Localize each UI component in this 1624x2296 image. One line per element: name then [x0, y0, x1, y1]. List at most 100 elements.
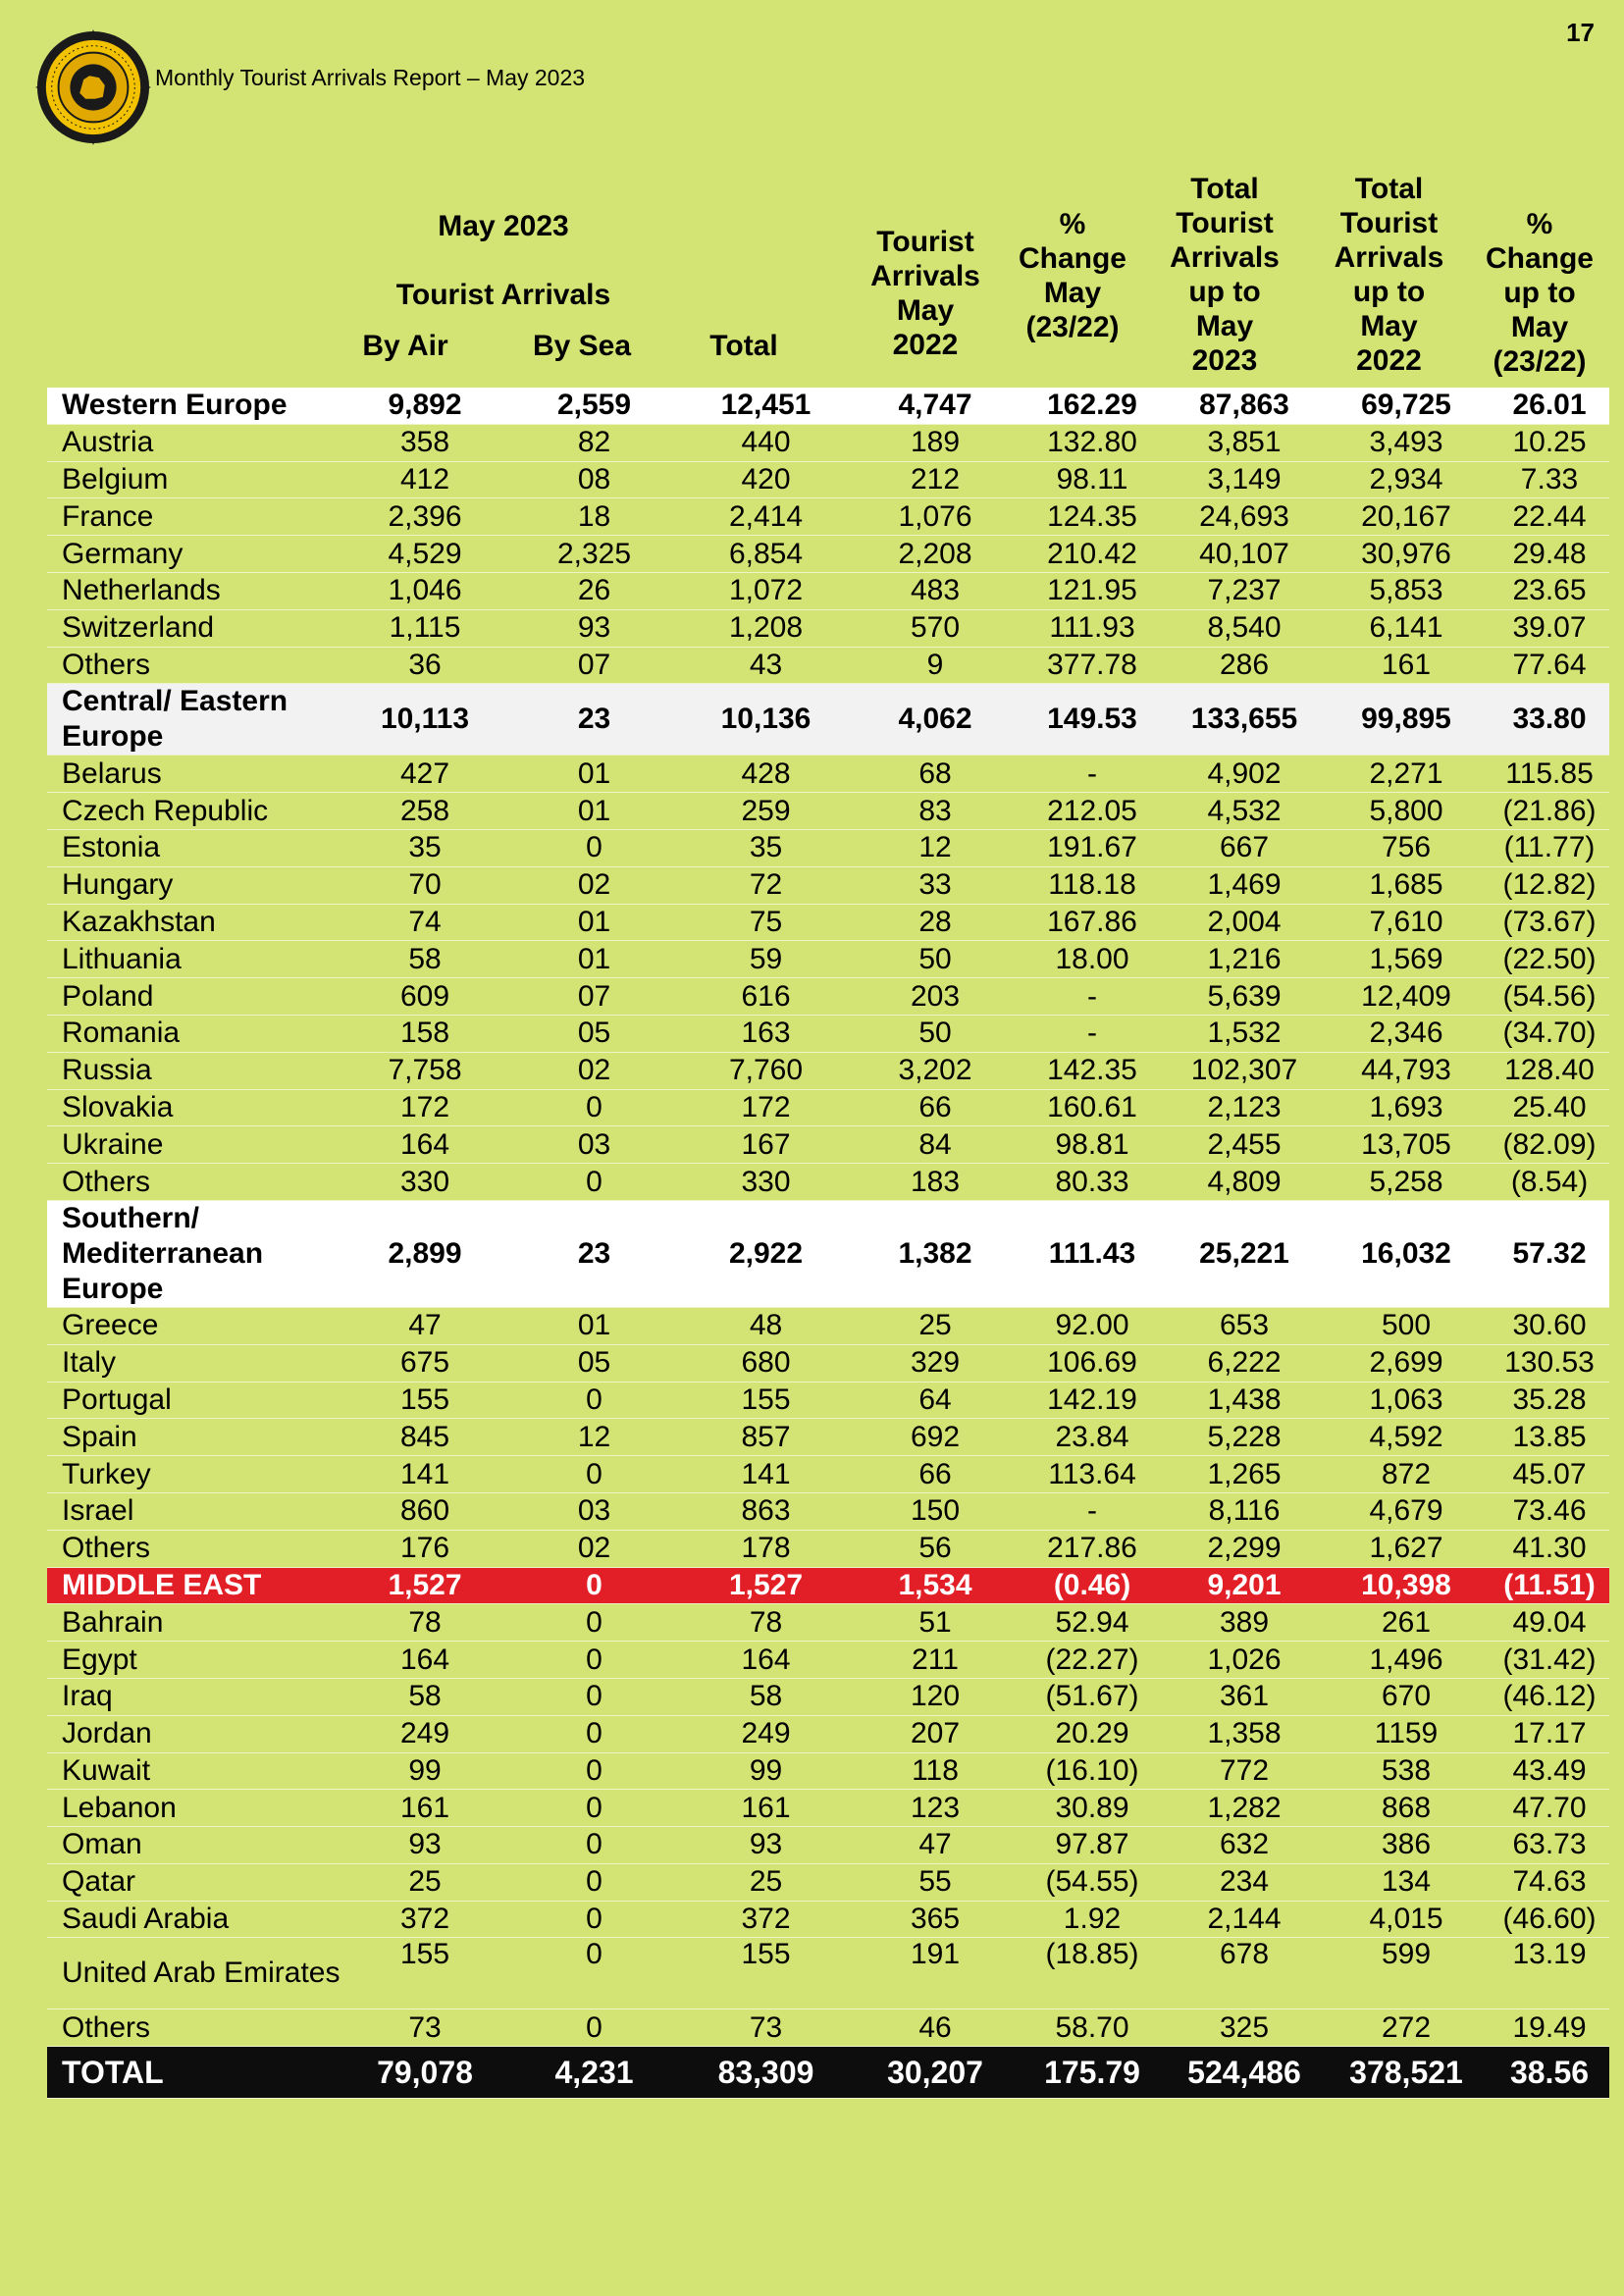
cell-pct-change-upto: 115.85 [1490, 755, 1609, 794]
cell-upto-2023: 8,116 [1166, 1492, 1323, 1531]
cell-pct-change-may: - [1019, 1015, 1166, 1053]
cell-by-sea: 01 [508, 1307, 680, 1345]
cell-total: 78 [680, 1603, 852, 1643]
table-row: Hungary 70 02 72 33 118.18 1,469 1,685 (12.82) [47, 866, 1609, 905]
cell-pct-change-may: (0.46) [1019, 1567, 1166, 1605]
cell-by-air: 2,899 [341, 1200, 508, 1308]
cell-upto-2022: 7,610 [1323, 904, 1490, 942]
cell-upto-2023: 286 [1166, 647, 1323, 685]
cell-by-air: 845 [341, 1418, 508, 1457]
row-label: Italy [47, 1344, 341, 1383]
cell-by-air: 675 [341, 1344, 508, 1383]
cell-by-air: 79,078 [341, 2046, 508, 2100]
cell-pct-change-upto: 10.25 [1490, 424, 1609, 462]
cell-total: 155 [680, 1937, 852, 2010]
cell-pct-change-may: 162.29 [1019, 388, 1166, 425]
row-label: Belgium [47, 461, 341, 499]
table-row: Austria 358 82 440 189 132.80 3,851 3,493 10.25 [47, 424, 1609, 462]
cell-pct-change-may: 217.86 [1019, 1530, 1166, 1568]
cell-pct-change-upto: 130.53 [1490, 1344, 1609, 1383]
cell-upto-2022: 4,679 [1323, 1492, 1490, 1531]
cell-upto-2022: 99,895 [1323, 683, 1490, 757]
cell-pct-change-upto: 43.49 [1490, 1752, 1609, 1791]
cell-upto-2023: 40,107 [1166, 535, 1323, 573]
cell-total: 161 [680, 1789, 852, 1828]
cell-by-sea: 07 [508, 647, 680, 685]
cell-upto-2023: 25,221 [1166, 1200, 1323, 1308]
cell-by-sea: 0 [508, 1567, 680, 1605]
cell-by-sea: 02 [508, 866, 680, 905]
cell-may-2022: 66 [852, 1455, 1019, 1493]
cell-may-2022: 1,534 [852, 1567, 1019, 1605]
cell-total: 59 [680, 940, 852, 979]
cell-by-air: 172 [341, 1089, 508, 1127]
cell-may-2022: 9 [852, 647, 1019, 685]
cell-by-air: 1,527 [341, 1567, 508, 1605]
cell-upto-2023: 1,469 [1166, 866, 1323, 905]
cell-upto-2022: 4,592 [1323, 1418, 1490, 1457]
cell-by-air: 93 [341, 1826, 508, 1864]
cell-upto-2022: 599 [1323, 1937, 1490, 2010]
page-number: 17 [1566, 18, 1595, 47]
cell-pct-change-upto: 26.01 [1490, 388, 1609, 425]
cell-pct-change-upto: (8.54) [1490, 1163, 1609, 1201]
cell-upto-2023: 1,358 [1166, 1715, 1323, 1753]
cell-may-2022: 55 [852, 1863, 1019, 1902]
total-row: TOTAL 79,078 4,231 83,309 30,207 175.79 524,48… [47, 2046, 1609, 2100]
cell-by-air: 9,892 [341, 388, 508, 425]
cell-total: 6,854 [680, 535, 852, 573]
table-row: Lebanon 161 0 161 123 30.89 1,282 868 47.70 [47, 1789, 1609, 1828]
row-label: Lebanon [47, 1789, 341, 1828]
row-label: Jordan [47, 1715, 341, 1753]
table-row: Bahrain 78 0 78 51 52.94 389 261 49.04 [47, 1603, 1609, 1643]
table-row: Ukraine 164 03 167 84 98.81 2,455 13,705 (82.09) [47, 1125, 1609, 1165]
row-label: Romania [47, 1015, 341, 1053]
cell-by-sea: 26 [508, 572, 680, 610]
cell-upto-2022: 670 [1323, 1678, 1490, 1716]
cell-upto-2022: 756 [1323, 829, 1490, 867]
row-label: Others [47, 1530, 341, 1568]
cell-may-2022: 4,747 [852, 388, 1019, 425]
row-label: Austria [47, 424, 341, 462]
cell-total: 2,922 [680, 1200, 852, 1308]
row-label: Ukraine [47, 1125, 341, 1165]
cell-pct-change-upto: 33.80 [1490, 683, 1609, 757]
cell-total: 172 [680, 1089, 852, 1127]
cell-total: 440 [680, 424, 852, 462]
cell-upto-2023: 3,851 [1166, 424, 1323, 462]
cell-may-2022: 1,076 [852, 497, 1019, 537]
cell-by-sea: 0 [508, 1382, 680, 1420]
row-label: Others [47, 647, 341, 685]
cell-upto-2022: 1,685 [1323, 866, 1490, 905]
cell-upto-2023: 5,639 [1166, 977, 1323, 1016]
cell-pct-change-may: 23.84 [1019, 1418, 1166, 1457]
cell-upto-2023: 653 [1166, 1307, 1323, 1345]
cell-by-sea: 0 [508, 1455, 680, 1493]
cell-total: 164 [680, 1641, 852, 1679]
cell-pct-change-may: 106.69 [1019, 1344, 1166, 1383]
row-label: Kazakhstan [47, 904, 341, 942]
table-row: Others 176 02 178 56 217.86 2,299 1,627 41.30 [47, 1530, 1609, 1568]
cell-upto-2022: 6,141 [1323, 609, 1490, 648]
table-row: Netherlands 1,046 26 1,072 483 121.95 7,237 5,8… [47, 572, 1609, 610]
cell-upto-2023: 2,123 [1166, 1089, 1323, 1127]
table-row: United Arab Emirates 155 0 155 191 (18.85) 678… [47, 1937, 1609, 2010]
cell-total: 141 [680, 1455, 852, 1493]
cell-pct-change-upto: 49.04 [1490, 1603, 1609, 1643]
cell-may-2022: 365 [852, 1901, 1019, 1939]
cell-upto-2022: 2,934 [1323, 461, 1490, 499]
row-label: Germany [47, 535, 341, 573]
cell-upto-2022: 386 [1323, 1826, 1490, 1864]
cell-by-air: 10,113 [341, 683, 508, 757]
cell-upto-2023: 1,216 [1166, 940, 1323, 979]
cell-pct-change-upto: (22.50) [1490, 940, 1609, 979]
cell-may-2022: 25 [852, 1307, 1019, 1345]
cell-by-air: 372 [341, 1901, 508, 1939]
cell-pct-change-upto: 30.60 [1490, 1307, 1609, 1345]
cell-pct-change-upto: 22.44 [1490, 497, 1609, 537]
cell-pct-change-upto: 63.73 [1490, 1826, 1609, 1864]
cell-by-sea: 0 [508, 1863, 680, 1902]
cell-by-air: 412 [341, 461, 508, 499]
cell-by-air: 73 [341, 2009, 508, 2048]
cell-upto-2023: 678 [1166, 1937, 1323, 2010]
